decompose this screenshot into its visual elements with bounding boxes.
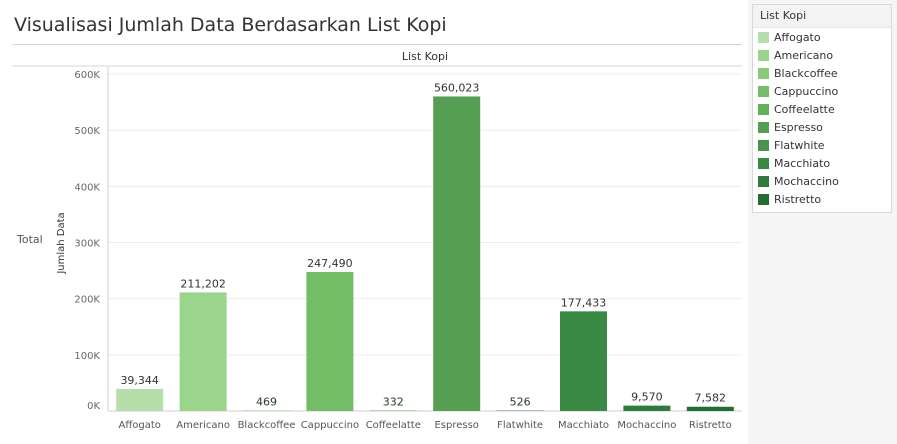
bar-blackcoffee (243, 410, 290, 411)
x-tick-label: Macchiato (558, 420, 609, 431)
legend-item[interactable]: Affogato (753, 28, 891, 46)
bar-mochaccino (623, 405, 671, 411)
legend[interactable]: List Kopi Affogato Americano Blackcoffee Ca… (752, 4, 892, 213)
data-label: 560,023 (434, 81, 480, 94)
x-tick-label: Americano (176, 420, 230, 431)
y-tick-label: 600K (74, 70, 100, 81)
bar-affogato (116, 388, 164, 411)
bar-macchiato (560, 311, 607, 411)
legend-item[interactable]: Coffeelatte (753, 100, 891, 118)
data-label: 247,490 (307, 257, 353, 270)
bar-flatwhite (496, 410, 544, 411)
x-tick-label: Ristretto (689, 420, 732, 431)
legend-item[interactable]: Flatwhite (753, 136, 891, 154)
legend-title: List Kopi (753, 5, 891, 28)
x-tick-label: Blackcoffee (238, 420, 296, 431)
legend-item[interactable]: Blackcoffee (753, 64, 891, 82)
legend-item-label: Affogato (774, 30, 821, 44)
legend-items: Affogato Americano Blackcoffee Cappuccino Co… (753, 28, 891, 208)
legend-item-label: Americano (774, 48, 834, 62)
legend-item[interactable]: Espresso (753, 118, 891, 136)
y-tick-label: 400K (74, 182, 100, 193)
legend-item-label: Mochaccino (774, 174, 839, 188)
legend-item-label: Espresso (774, 120, 823, 134)
legend-swatch (758, 121, 769, 133)
x-tick-label: Cappuccino (301, 420, 359, 431)
y-axis-label: Jumlah Data (56, 212, 67, 274)
data-label: 469 (256, 396, 277, 409)
legend-swatch (758, 67, 769, 79)
legend-item[interactable]: Macchiato (753, 154, 891, 172)
legend-swatch (758, 49, 769, 61)
legend-item-label: Cappuccino (774, 84, 839, 98)
legend-item-label: Ristretto (774, 192, 822, 206)
legend-item-label: Macchiato (774, 156, 831, 170)
data-label: 7,582 (695, 392, 727, 405)
legend-item[interactable]: Americano (753, 46, 891, 64)
legend-item[interactable]: Mochaccino (753, 172, 891, 190)
legend-swatch (758, 103, 769, 115)
column-header: List Kopi (402, 50, 448, 63)
bar-ristretto (686, 406, 734, 411)
legend-swatch (758, 193, 769, 205)
x-tick-label: Coffeelatte (366, 420, 421, 431)
legend-swatch (758, 31, 769, 43)
legend-item[interactable]: Cappuccino (753, 82, 891, 100)
data-label: 526 (510, 396, 531, 409)
data-label: 9,570 (631, 391, 663, 404)
data-label: 211,202 (180, 277, 226, 290)
legend-swatch (758, 139, 769, 151)
bar-americano (179, 292, 227, 411)
legend-swatch (758, 157, 769, 169)
x-tick-label: Espresso (434, 420, 478, 431)
x-tick-label: Flatwhite (497, 420, 543, 431)
data-label: 39,344 (120, 374, 159, 387)
legend-swatch (758, 85, 769, 97)
row-header: Total (16, 233, 43, 246)
y-tick-label: 100K (74, 351, 100, 362)
legend-item[interactable]: Ristretto (753, 190, 891, 208)
page-title: Visualisasi Jumlah Data Berdasarkan List… (14, 14, 447, 36)
legend-swatch (758, 175, 769, 187)
legend-item-label: Coffeelatte (774, 102, 835, 116)
data-label: 177,433 (561, 296, 607, 309)
data-label: 332 (383, 396, 404, 409)
y-tick-label: 200K (74, 295, 100, 306)
y-tick-label: 300K (74, 239, 100, 250)
y-tick-label: 0K (87, 401, 100, 412)
y-tick-label: 500K (74, 126, 100, 137)
bar-cappuccino (306, 271, 354, 411)
x-tick-label: Affogato (119, 420, 161, 431)
x-tick-label: Mochaccino (617, 420, 676, 431)
legend-item-label: Flatwhite (774, 138, 825, 152)
legend-item-label: Blackcoffee (774, 66, 838, 80)
bar-chart: List Kopi Total Jumlah Data 0K 100K 200K 300K 4… (12, 50, 742, 431)
bar-coffeelatte (369, 410, 417, 411)
bar-espresso (433, 96, 481, 412)
chart-area: List Kopi Total Jumlah Data 0K 100K 200K 300K 4… (12, 44, 742, 439)
